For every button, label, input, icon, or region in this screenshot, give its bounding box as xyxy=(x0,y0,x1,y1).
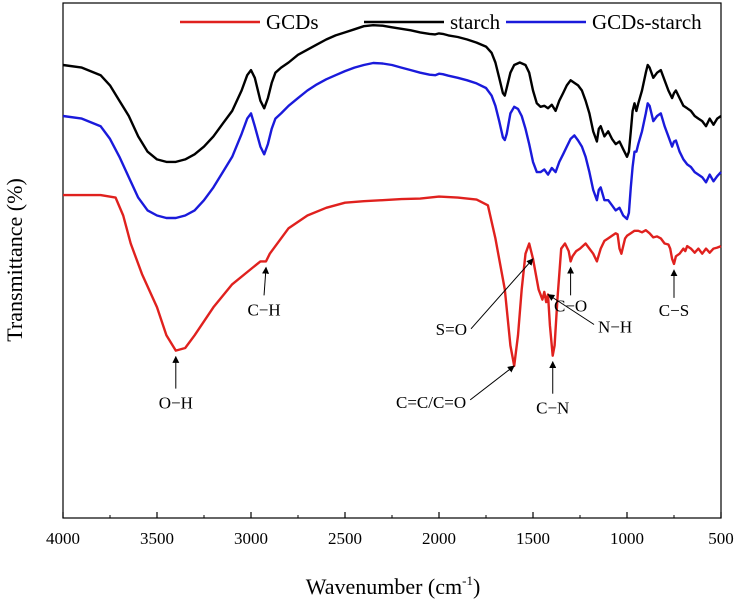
legend: GCDs starch GCDs-starch xyxy=(180,10,702,34)
x-axis-ticks: 4000 3500 3000 2500 2000 1500 1000 500 xyxy=(46,512,734,548)
x-tick-label: 2000 xyxy=(422,529,456,548)
annotation-label: O−H xyxy=(159,394,193,413)
series-line-gcds-starch xyxy=(62,61,722,221)
annotation-label: S=O xyxy=(436,320,467,339)
annotation-label: C−O xyxy=(554,296,587,315)
x-tick-label: 1500 xyxy=(516,529,550,548)
series-layer xyxy=(62,24,722,368)
annotation-arrow xyxy=(469,365,515,401)
x-tick-label: 500 xyxy=(708,529,734,548)
x-axis-label: Wavenumber (cm-1) xyxy=(306,573,481,599)
annotation-arrow xyxy=(470,258,534,330)
plot-area xyxy=(62,2,722,519)
annotation-label: C−S xyxy=(659,301,689,320)
x-tick-label: 1000 xyxy=(610,529,644,548)
annotation-arrow xyxy=(262,266,270,296)
annotation-label: C−N xyxy=(536,399,569,418)
x-tick-label: 2500 xyxy=(328,529,362,548)
legend-label: GCDs-starch xyxy=(592,10,702,34)
legend-label: starch xyxy=(450,10,501,34)
annotation-label: C−H xyxy=(247,300,280,319)
series-line-starch xyxy=(62,24,722,164)
y-axis-label: Transmittance (%) xyxy=(2,178,27,342)
annotations-layer: O−H C−H S=O C=C/C=O C−N N−H C−O C−S xyxy=(159,258,689,418)
x-tick-label: 3500 xyxy=(140,529,174,548)
annotation-label: C=C/C=O xyxy=(396,393,466,412)
legend-label: GCDs xyxy=(266,10,319,34)
series-line-gcds xyxy=(63,193,722,368)
annotation-arrow xyxy=(547,294,595,325)
x-tick-label: 3000 xyxy=(234,529,268,548)
x-tick-label: 4000 xyxy=(46,529,80,548)
annotation-label: N−H xyxy=(598,318,632,337)
